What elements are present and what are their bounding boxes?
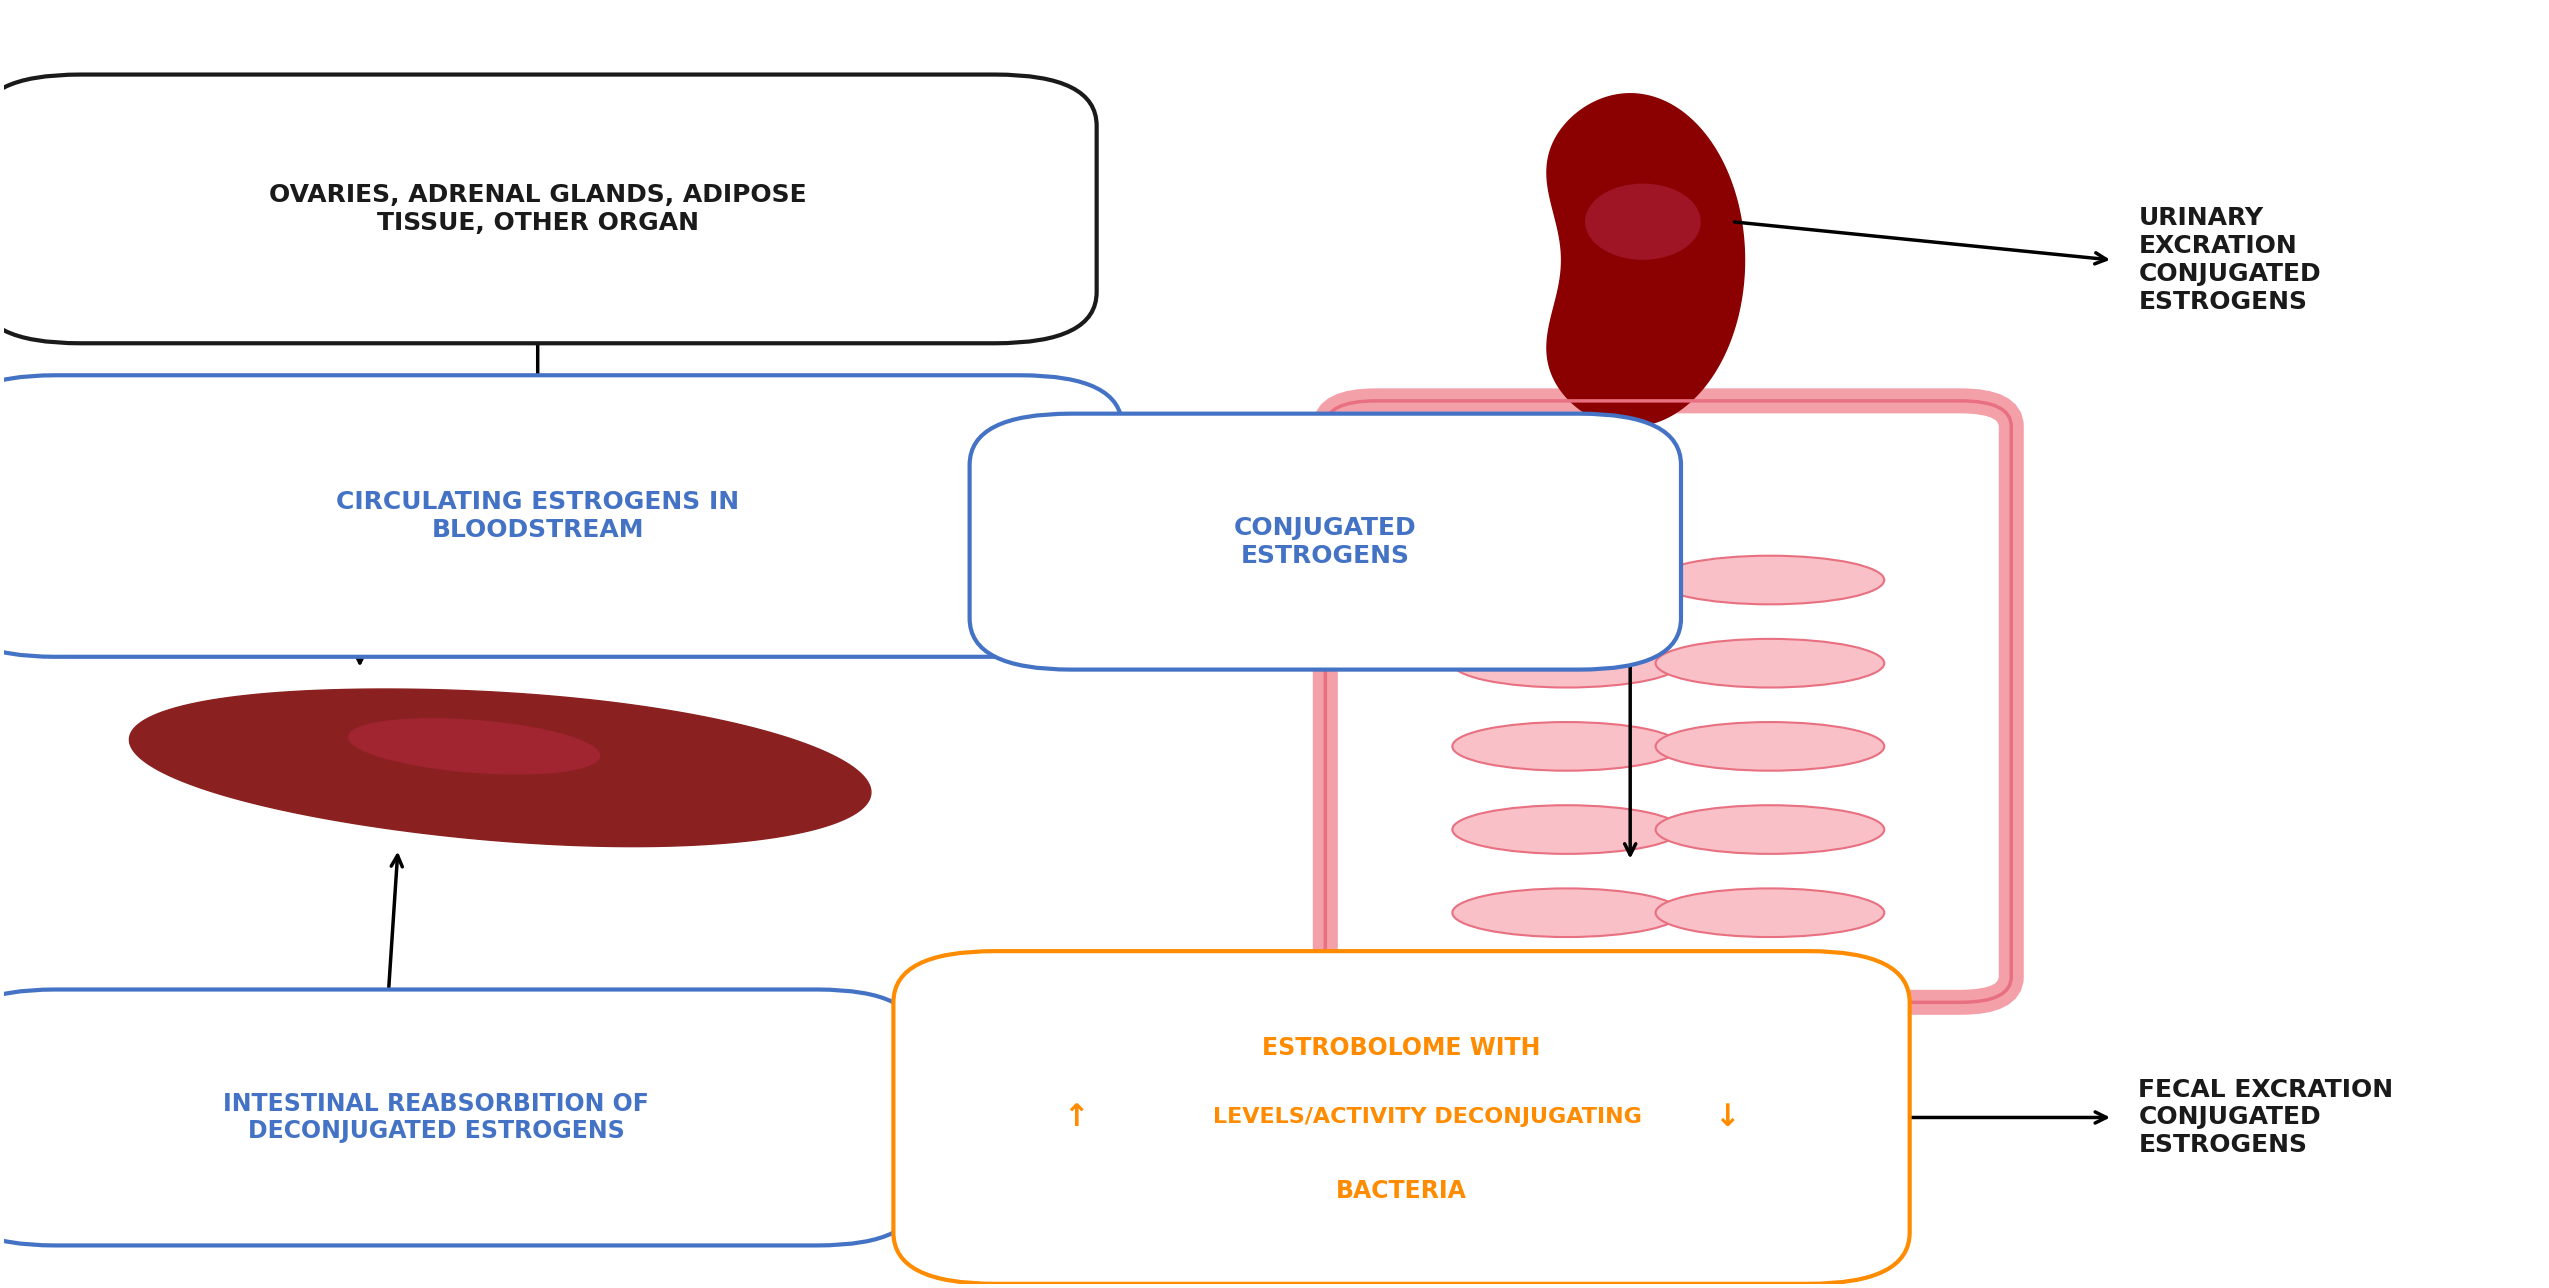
Text: CIRCULATING ESTROGENS IN
BLOODSTREAM: CIRCULATING ESTROGENS IN BLOODSTREAM	[336, 491, 739, 542]
Text: BACTERIA: BACTERIA	[1336, 1180, 1468, 1203]
FancyBboxPatch shape	[0, 375, 1122, 657]
Ellipse shape	[1453, 639, 1680, 688]
Text: LEVELS/ACTIVITY DECONJUGATING: LEVELS/ACTIVITY DECONJUGATING	[1213, 1108, 1642, 1127]
Ellipse shape	[1657, 723, 1884, 770]
PathPatch shape	[130, 689, 872, 846]
Text: ↓: ↓	[1713, 1103, 1738, 1132]
Text: ESTROBOLOME WITH: ESTROBOLOME WITH	[1262, 1037, 1540, 1060]
Text: OVARIES, ADRENAL GLANDS, ADIPOSE
TISSUE, OTHER ORGAN: OVARIES, ADRENAL GLANDS, ADIPOSE TISSUE,…	[268, 183, 805, 234]
Text: FECAL EXCRATION
CONJUGATED
ESTROGENS: FECAL EXCRATION CONJUGATED ESTROGENS	[2139, 1078, 2394, 1158]
Ellipse shape	[1585, 184, 1700, 259]
Ellipse shape	[1453, 889, 1680, 938]
Ellipse shape	[349, 719, 599, 774]
Ellipse shape	[1657, 639, 1884, 688]
Text: INTESTINAL REABSORBITION OF
DECONJUGATED ESTROGENS: INTESTINAL REABSORBITION OF DECONJUGATED…	[224, 1091, 650, 1144]
FancyBboxPatch shape	[1588, 957, 1749, 1073]
FancyBboxPatch shape	[0, 75, 1096, 344]
Ellipse shape	[1453, 555, 1680, 604]
FancyBboxPatch shape	[892, 951, 1909, 1284]
FancyBboxPatch shape	[0, 989, 918, 1245]
Text: URINARY
EXCRATION
CONJUGATED
ESTROGENS: URINARY EXCRATION CONJUGATED ESTROGENS	[2139, 206, 2322, 314]
Text: ↑: ↑	[1063, 1103, 1088, 1132]
Ellipse shape	[1657, 805, 1884, 854]
PathPatch shape	[1547, 94, 1744, 426]
Ellipse shape	[1657, 555, 1884, 604]
Ellipse shape	[1453, 723, 1680, 770]
FancyBboxPatch shape	[969, 413, 1680, 670]
Ellipse shape	[1453, 805, 1680, 854]
Text: CONJUGATED
ESTROGENS: CONJUGATED ESTROGENS	[1234, 515, 1417, 568]
Ellipse shape	[1657, 889, 1884, 938]
